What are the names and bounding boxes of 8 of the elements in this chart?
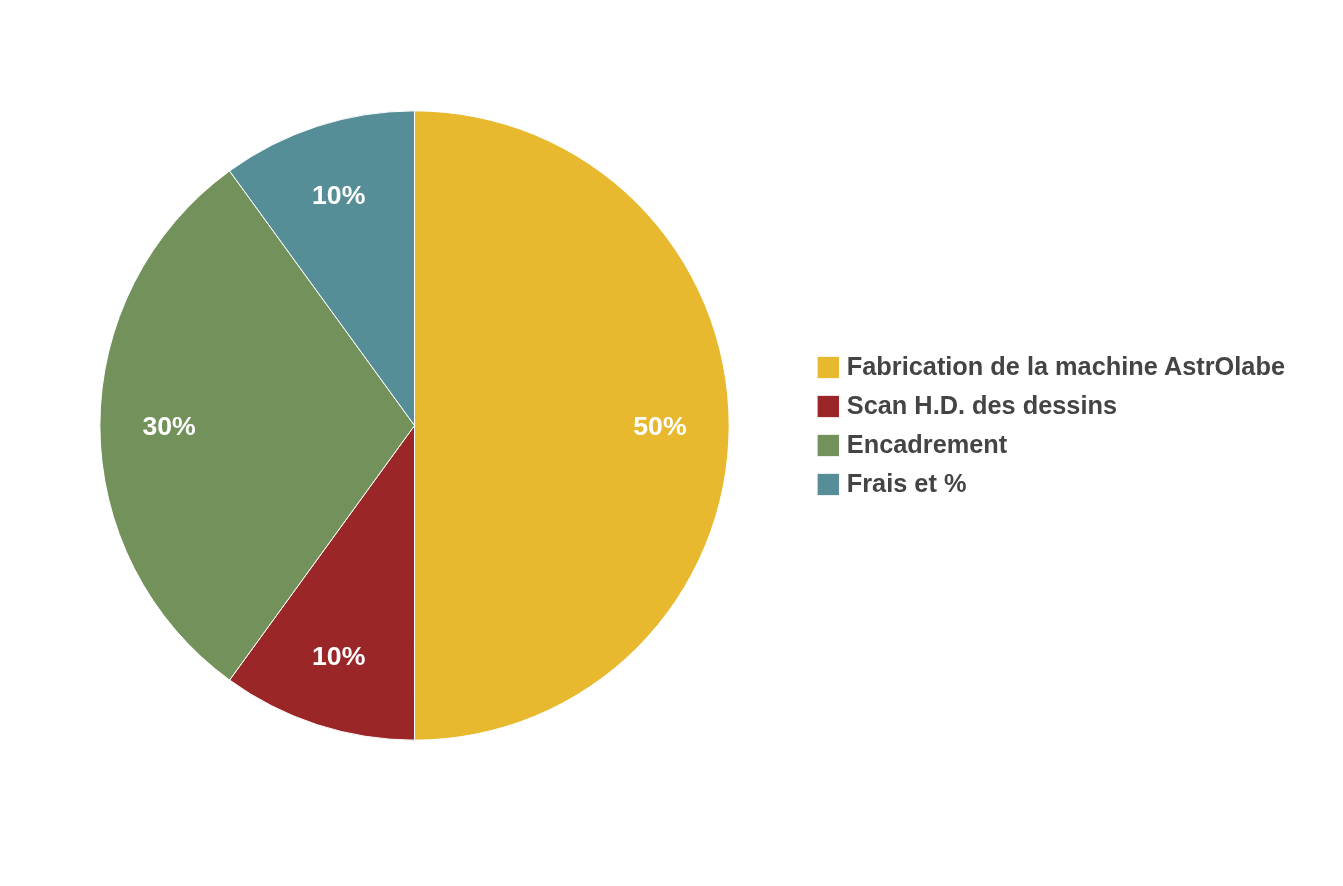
legend-label: Frais et % [846,469,967,498]
legend-label: Scan H.D. des dessins [846,391,1118,420]
data-label: 10% [312,179,366,210]
data-label: 50% [633,410,687,441]
data-label: 10% [312,641,366,672]
legend-label: Encadrement [846,430,1008,459]
legend-label: Fabrication de la machine AstrOlabe [846,352,1285,381]
data-label: 30% [142,410,196,441]
